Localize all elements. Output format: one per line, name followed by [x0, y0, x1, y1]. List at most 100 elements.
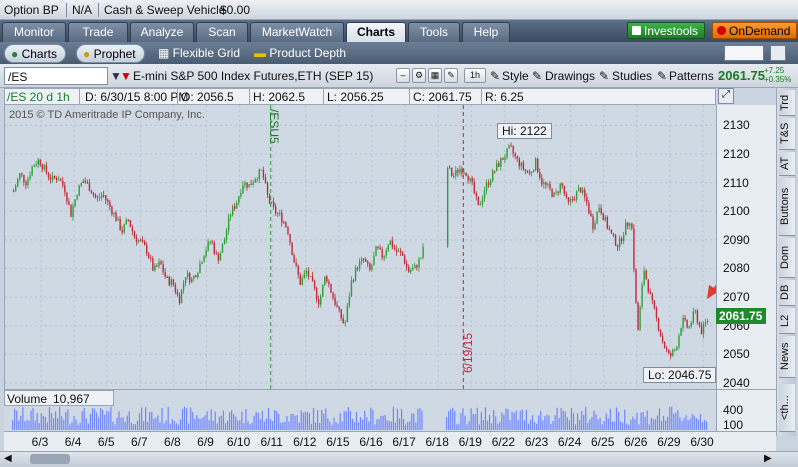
- volume-bar: [654, 419, 656, 430]
- aggregation-button[interactable]: 1h: [464, 68, 486, 83]
- candle: [680, 328, 682, 336]
- account-name[interactable]: Option BP: [4, 3, 59, 17]
- candle: [191, 278, 193, 283]
- candle: [403, 255, 406, 264]
- symbol-input[interactable]: /ES: [4, 67, 108, 85]
- chart-spec[interactable]: /ES 20 d 1h: [7, 90, 70, 104]
- layout-menu-button[interactable]: [770, 45, 786, 61]
- minimize-icon[interactable]: –: [396, 68, 410, 83]
- volume-bar: [22, 407, 24, 430]
- candle: [246, 182, 248, 188]
- tab-tools[interactable]: Tools: [408, 22, 460, 42]
- volume-bar: [276, 411, 278, 430]
- candle: [688, 326, 690, 328]
- volume-bar: [245, 408, 247, 430]
- candle: [279, 212, 281, 214]
- candle: [629, 223, 631, 226]
- subtab-prophet[interactable]: ● Prophet: [76, 44, 145, 63]
- studies-menu[interactable]: Studies: [612, 69, 653, 83]
- investools-button[interactable]: Investools: [627, 22, 706, 39]
- candle: [463, 173, 465, 175]
- subtab-charts[interactable]: ● Charts: [4, 44, 66, 63]
- sidebar-tab-news[interactable]: News: [779, 336, 795, 378]
- candle: [604, 217, 606, 221]
- tab-charts[interactable]: Charts: [346, 22, 406, 42]
- gear-icon[interactable]: ⚙: [412, 68, 426, 83]
- candle: [236, 203, 238, 209]
- sidebar-tab-at[interactable]: AT: [779, 152, 795, 176]
- volume-bar: [495, 416, 497, 430]
- volume-bar: [615, 407, 618, 430]
- sidebar-tab-db[interactable]: DB: [779, 280, 795, 306]
- ondemand-button[interactable]: OnDemand: [712, 22, 798, 39]
- subtab-product-depth[interactable]: ▬ Product Depth: [248, 44, 354, 63]
- volume-bar: [300, 410, 302, 430]
- volume-bar: [347, 407, 349, 430]
- tab-scan[interactable]: Scan: [196, 22, 248, 42]
- volume-bar: [644, 416, 646, 430]
- candle: [342, 318, 344, 324]
- scroll-thumb[interactable]: [30, 454, 70, 464]
- scroll-left-icon[interactable]: ◀: [4, 453, 12, 464]
- candle: [346, 305, 349, 322]
- scroll-right-icon[interactable]: ▶: [764, 453, 772, 464]
- tab-trade[interactable]: Trade: [68, 22, 128, 42]
- sidebar-tab-more[interactable]: <th...: [779, 384, 795, 432]
- volume-bar: [570, 408, 573, 430]
- grid-icon[interactable]: ▦: [428, 68, 442, 83]
- volume-bar: [138, 413, 141, 430]
- candle: [620, 238, 623, 242]
- sidebar-tab-trd[interactable]: Trd: [779, 90, 795, 116]
- candle: [121, 229, 123, 233]
- candle: [459, 168, 461, 173]
- volume-bar: [206, 411, 208, 430]
- tab-help[interactable]: Help: [462, 22, 510, 42]
- sidebar-tab-ts[interactable]: T&S: [779, 118, 795, 150]
- tab-analyze[interactable]: Analyze: [130, 22, 194, 42]
- candle: [653, 300, 656, 309]
- candle: [592, 216, 594, 230]
- drawings-menu[interactable]: Drawings: [545, 69, 596, 83]
- candle: [575, 191, 578, 200]
- candle: [289, 234, 291, 243]
- pencil-icon[interactable]: ✎: [444, 68, 458, 83]
- sidebar-tab-buttons[interactable]: Buttons: [779, 178, 795, 236]
- candle: [573, 199, 576, 201]
- candle: [113, 212, 115, 215]
- candle: [557, 191, 559, 193]
- sidebar-tab-dom[interactable]: Dom: [779, 238, 795, 278]
- symbol-dropdown-icon[interactable]: ▼: [110, 69, 122, 83]
- link-icon[interactable]: ▼: [120, 69, 132, 83]
- volume-bar: [374, 424, 376, 430]
- candle: [131, 226, 134, 232]
- candle: [154, 265, 156, 271]
- volume-bar: [472, 414, 474, 430]
- style-menu[interactable]: Style: [502, 69, 529, 83]
- candle: [641, 284, 643, 307]
- layout-toggle[interactable]: [724, 45, 764, 61]
- candle: [49, 177, 52, 180]
- volume-bar: [71, 422, 73, 430]
- sidebar-tab-l2[interactable]: L2: [779, 308, 795, 334]
- candle: [193, 275, 195, 279]
- candle: [377, 246, 379, 248]
- bottom-scrollbar[interactable]: ◀ ▶: [0, 451, 798, 467]
- candle: [627, 222, 629, 226]
- tab-monitor[interactable]: Monitor: [2, 22, 66, 42]
- price-chart[interactable]: 2015 © TD Ameritrade IP Company, Inc. /E…: [4, 105, 737, 389]
- candle: [234, 206, 236, 209]
- volume-bar: [470, 408, 472, 430]
- candle: [361, 258, 363, 262]
- chart-settings-icon[interactable]: ⤢: [718, 88, 734, 104]
- candle: [303, 273, 306, 278]
- candle: [78, 185, 80, 196]
- volume-chart[interactable]: [4, 389, 720, 431]
- y-tick-label: 2130: [723, 118, 750, 133]
- volume-bar: [628, 424, 630, 430]
- price-axis[interactable]: 2040 2050 2060 2070 2080 2090 2100 2110 2120 2130: [716, 105, 776, 390]
- subtab-flexible-grid[interactable]: ▦ Flexible Grid: [152, 44, 248, 63]
- patterns-menu[interactable]: Patterns: [669, 69, 714, 83]
- candle: [170, 279, 173, 286]
- time-axis[interactable]: 6/3 6/4 6/5 6/7 6/8 6/9 6/10 6/11 6/12 6/15 6/16 6/…: [4, 431, 776, 451]
- tab-marketwatch[interactable]: MarketWatch: [250, 22, 344, 42]
